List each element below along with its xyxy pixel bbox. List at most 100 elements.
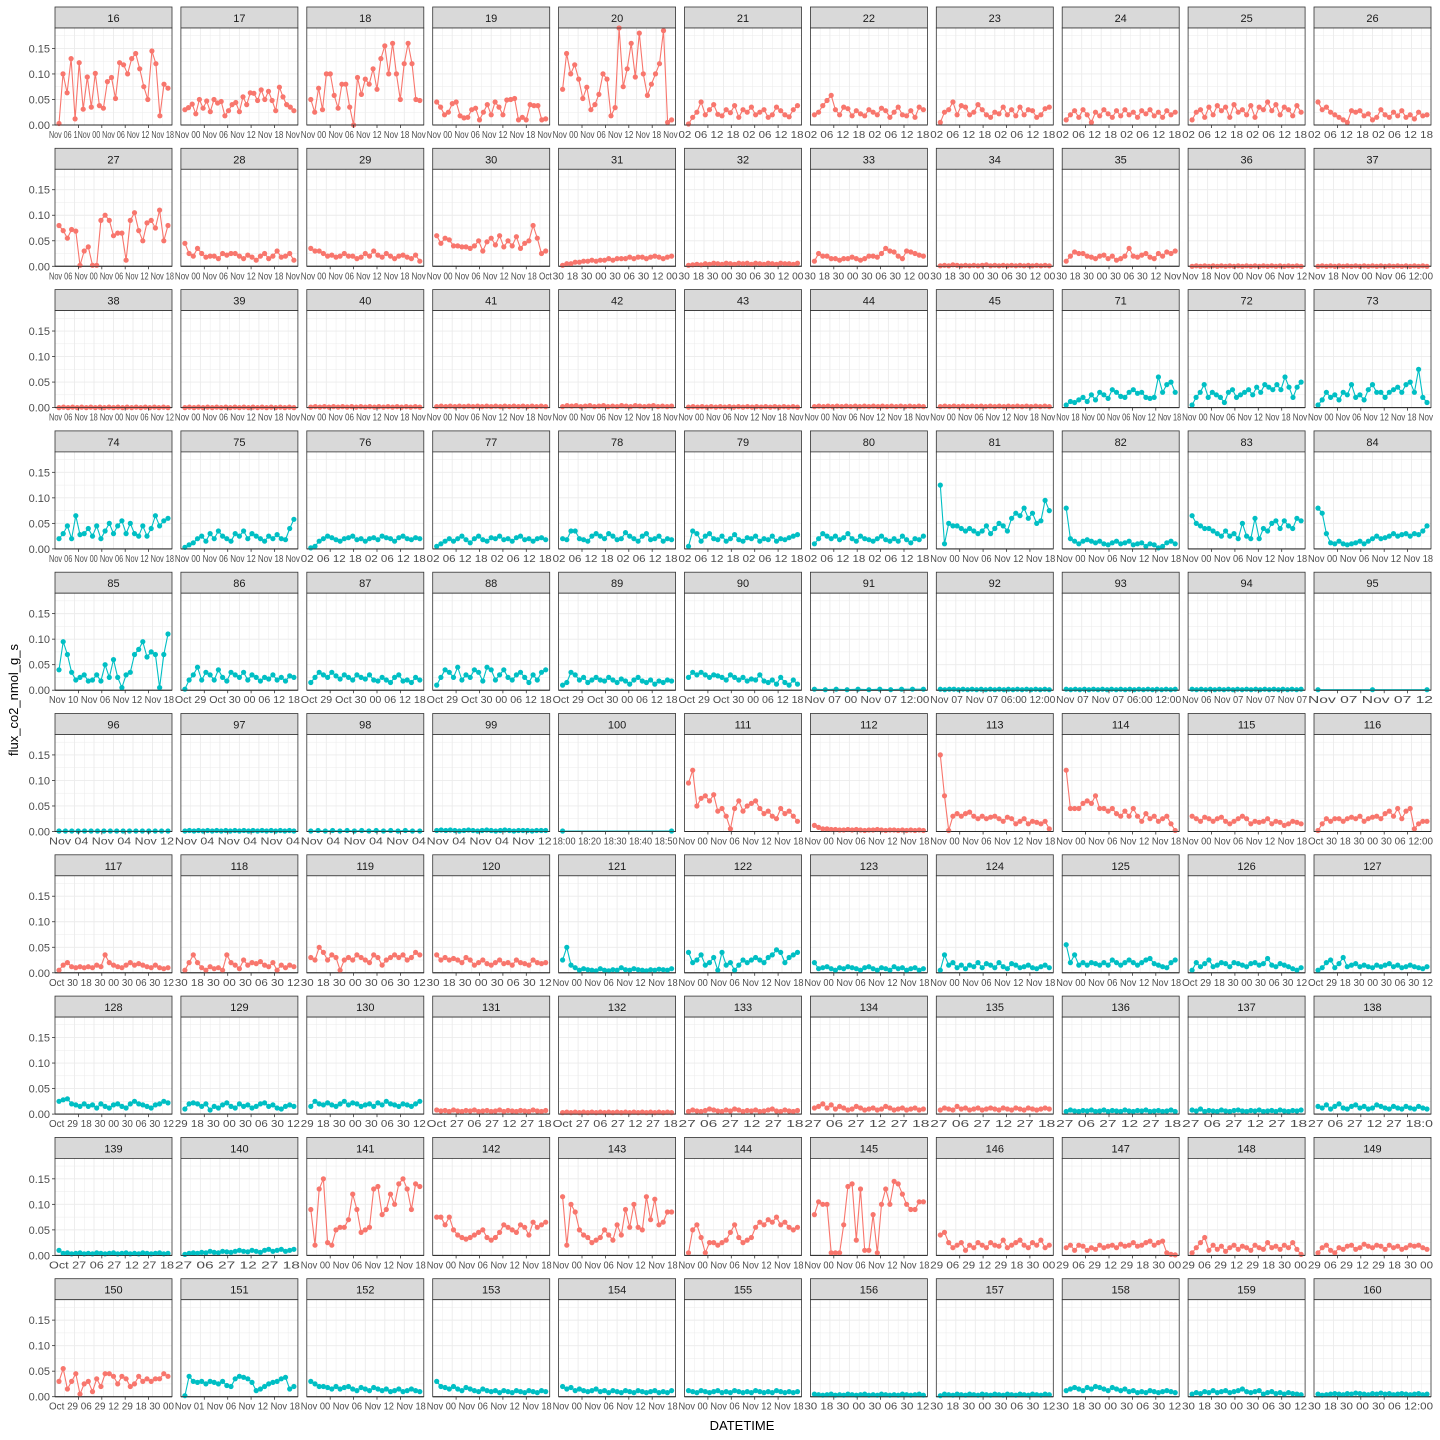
data-point: [1097, 962, 1103, 968]
data-point: [946, 520, 952, 527]
x-tick-labels: 29 18 30 00 30 06 30 12: [301, 1119, 426, 1130]
data-point: [1164, 382, 1170, 388]
data-point: [1252, 515, 1258, 521]
gridlines: [558, 310, 676, 409]
data-point: [1126, 245, 1132, 251]
data-point: [526, 536, 532, 542]
data-point: [1344, 119, 1350, 125]
data-point: [452, 827, 458, 834]
data-point: [316, 669, 322, 675]
data-point: [123, 531, 129, 537]
data-point: [884, 404, 890, 410]
data-point: [632, 74, 638, 80]
data-point: [669, 117, 675, 123]
data-point: [543, 248, 549, 254]
data-point: [996, 686, 1002, 692]
data-point: [69, 1101, 75, 1107]
facet-strip-label: 111: [735, 720, 752, 732]
data-point: [1286, 384, 1292, 390]
data-point: [461, 404, 467, 410]
data-point: [291, 257, 297, 263]
data-point: [1213, 392, 1219, 398]
data-point: [182, 967, 188, 973]
data-point: [1233, 394, 1240, 400]
x-tick-labels: Nov 00 Nov 06 Nov 12 Nov 18: [930, 554, 1055, 565]
data-point: [144, 1103, 150, 1109]
data-point: [765, 1107, 771, 1113]
data-point: [1130, 387, 1136, 393]
gridlines: [180, 734, 298, 832]
data-point: [161, 651, 167, 658]
x-tick-labels: Nov 00 Nov 06 Nov 12 Nov 18 Oct: [427, 271, 552, 282]
data-point: [286, 404, 292, 410]
data-point: [504, 97, 510, 103]
data-point: [1160, 1108, 1166, 1115]
data-point: [337, 967, 343, 973]
data-point: [702, 1107, 708, 1114]
facet-strip-label: 45: [989, 296, 1001, 308]
x-tick-labels: Nov 00 Nov 06 Nov 12 Nov 18 Nov: [427, 130, 552, 141]
data-point: [1143, 111, 1149, 117]
data-point: [975, 531, 981, 537]
data-point: [1281, 518, 1287, 524]
data-point: [849, 113, 855, 119]
data-point: [333, 537, 339, 543]
data-point: [1269, 520, 1275, 527]
data-point: [316, 944, 322, 950]
data-point: [139, 828, 145, 834]
x-tick-labels: Nov 06 Nov 18 Nov 00 Nov 06 Nov 12: [49, 413, 174, 424]
data-point: [1019, 404, 1025, 410]
data-point: [920, 1106, 927, 1112]
data-point: [1139, 108, 1145, 114]
data-point: [983, 523, 990, 529]
data-point: [1225, 389, 1231, 395]
data-point: [480, 537, 486, 543]
data-point: [1155, 250, 1161, 257]
panel-border: [54, 592, 173, 691]
data-point: [278, 536, 284, 542]
data-point: [1235, 961, 1241, 967]
data-point: [455, 536, 461, 542]
data-point: [322, 828, 328, 834]
data-point: [245, 962, 251, 968]
data-point: [576, 967, 583, 973]
data-point: [1214, 962, 1220, 968]
data-point: [1072, 399, 1078, 406]
facet-strip-label: 74: [107, 437, 119, 449]
x-tick-labels: Nov 00 Nov 06 Nov 12 Nov 18: [1182, 554, 1307, 565]
data-point: [631, 256, 637, 262]
data-point: [366, 1101, 373, 1107]
data-point: [207, 253, 213, 259]
data-point: [685, 543, 692, 549]
data-point: [1273, 964, 1279, 970]
data-point: [347, 104, 353, 110]
data-point: [627, 967, 633, 973]
data-point: [501, 537, 507, 543]
data-point: [538, 535, 545, 541]
data-point: [887, 114, 893, 120]
panel-border: [1313, 592, 1432, 691]
data-point: [962, 528, 969, 534]
data-point: [1290, 818, 1296, 824]
data-point: [1010, 687, 1016, 693]
data-point: [1147, 816, 1153, 822]
data-point: [1021, 263, 1027, 269]
facet-strip-label: 98: [359, 720, 371, 732]
data-point: [920, 827, 927, 834]
data-point: [241, 528, 247, 534]
data-point: [1332, 112, 1338, 118]
data-point: [1386, 961, 1392, 967]
data-point: [400, 952, 406, 958]
x-tick-labels: Nov 07 00 Nov 07 12:00: [804, 695, 929, 706]
data-point: [628, 40, 634, 46]
facet-strip-label: 89: [611, 578, 623, 590]
data-point: [375, 537, 381, 543]
data-point: [506, 404, 512, 410]
data-point: [308, 404, 314, 410]
data-point: [589, 257, 595, 263]
data-point: [133, 828, 139, 834]
data-point: [1105, 1108, 1111, 1115]
data-point: [1284, 687, 1291, 693]
